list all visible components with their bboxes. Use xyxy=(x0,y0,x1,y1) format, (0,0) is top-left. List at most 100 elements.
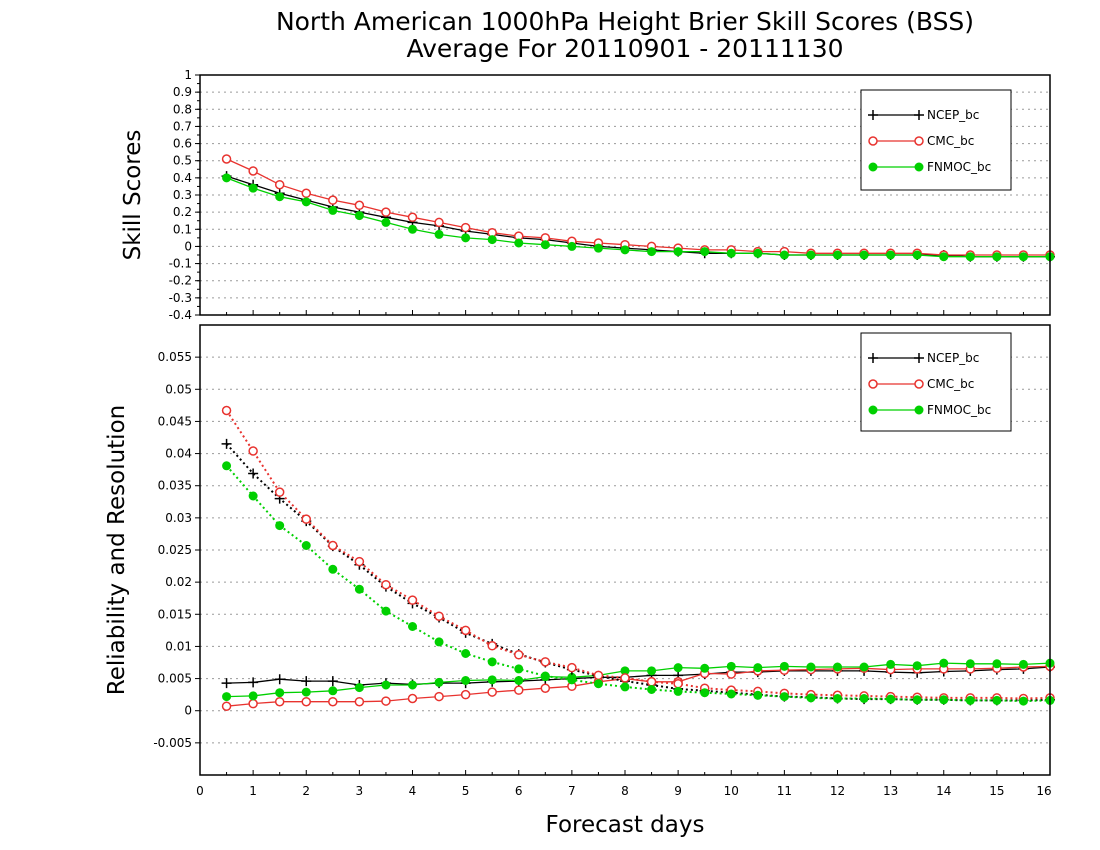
y-tick-label: 0 xyxy=(184,239,192,253)
y-tick-label: -0.1 xyxy=(169,257,192,271)
data-point xyxy=(567,241,577,251)
data-point xyxy=(408,622,417,631)
data-point xyxy=(647,247,657,257)
data-point xyxy=(859,694,869,703)
data-point xyxy=(514,676,524,685)
legend-marker xyxy=(914,136,924,146)
x-tick-label: 7 xyxy=(568,784,576,798)
data-point xyxy=(939,252,949,262)
data-point xyxy=(301,696,311,707)
chart-title-line-1: North American 1000hPa Height Brier Skil… xyxy=(276,7,974,36)
legend-label-fnmoc-bc: FNMOC_bc xyxy=(927,160,991,174)
data-point xyxy=(434,691,444,702)
data-point xyxy=(354,211,364,221)
data-point xyxy=(806,662,816,672)
legend-label-ncep-bc: NCEP_bc xyxy=(927,351,979,365)
x-tick-label: 3 xyxy=(356,784,364,798)
data-point xyxy=(460,689,471,700)
y-tick-label: 0.9 xyxy=(173,85,192,99)
x-tick-label: 11 xyxy=(777,784,792,798)
data-point xyxy=(274,696,285,707)
data-point xyxy=(859,662,869,672)
series-line xyxy=(225,443,1051,702)
y-tick-label: 1 xyxy=(184,68,192,82)
data-point xyxy=(992,659,1002,669)
data-point xyxy=(540,657,551,667)
data-point xyxy=(514,238,524,248)
data-point xyxy=(673,663,683,673)
data-point xyxy=(886,694,896,704)
data-point xyxy=(434,677,444,687)
bottom-y-axis-title: Reliability and Resolution xyxy=(104,405,130,695)
data-point xyxy=(354,683,364,693)
data-point xyxy=(248,468,259,479)
data-point xyxy=(1018,696,1028,706)
data-point xyxy=(1018,659,1028,669)
y-tick-label: -0.2 xyxy=(169,274,192,288)
y-tick-label: -0.005 xyxy=(153,736,192,750)
data-point xyxy=(248,698,258,709)
x-tick-label: 4 xyxy=(409,784,417,798)
legend-marker xyxy=(914,353,924,363)
y-tick-label: -0.4 xyxy=(169,308,192,322)
data-point xyxy=(753,248,763,258)
data-point xyxy=(434,637,444,647)
legend-label-cmc-bc: CMC_bc xyxy=(927,377,974,391)
data-point xyxy=(354,584,364,594)
data-point xyxy=(248,491,258,501)
y-tick-label: 0.5 xyxy=(173,154,192,168)
data-point xyxy=(726,689,736,699)
data-point xyxy=(248,677,259,688)
data-point xyxy=(514,685,524,695)
series-line xyxy=(225,465,1051,703)
x-axis-title: Forecast days xyxy=(546,812,705,838)
data-point xyxy=(274,674,285,685)
data-point xyxy=(965,659,975,669)
data-point xyxy=(673,678,683,689)
data-point xyxy=(620,673,630,683)
legend-marker xyxy=(868,136,878,146)
data-point xyxy=(275,521,285,531)
y-tick-label: 0.04 xyxy=(165,447,192,461)
data-point xyxy=(487,641,497,651)
x-tick-label: 0 xyxy=(196,784,204,798)
data-point xyxy=(593,679,603,689)
y-tick-label: 0.2 xyxy=(173,205,192,219)
data-point xyxy=(275,192,285,202)
data-point xyxy=(381,606,391,616)
y-tick-label: 0.015 xyxy=(158,607,192,621)
y-tick-label: 0.02 xyxy=(165,575,192,589)
data-point xyxy=(726,669,736,679)
legend: NCEP_bc CMC_bc FNMOC_bc xyxy=(860,332,1012,432)
legend-marker xyxy=(914,379,924,389)
top-y-axis-title: Skill Scores xyxy=(120,130,146,261)
data-point xyxy=(328,540,338,551)
data-point xyxy=(859,250,869,260)
data-point xyxy=(381,579,391,590)
legend-box xyxy=(860,89,1012,191)
data-point xyxy=(301,687,311,697)
data-point xyxy=(434,229,444,239)
data-point xyxy=(407,212,418,223)
data-point xyxy=(779,250,789,260)
data-point xyxy=(833,694,842,703)
data-point xyxy=(487,657,497,667)
data-point xyxy=(779,661,789,671)
data-point xyxy=(593,243,603,253)
data-point xyxy=(381,680,391,690)
x-tick-label: 9 xyxy=(674,784,682,798)
data-point xyxy=(965,695,975,705)
data-point xyxy=(354,556,365,567)
x-tick-label: 15 xyxy=(989,784,1004,798)
data-point xyxy=(540,671,550,681)
data-point xyxy=(965,252,975,262)
data-point xyxy=(328,564,338,574)
data-point xyxy=(886,250,896,260)
data-point xyxy=(222,692,232,702)
data-point xyxy=(221,438,232,449)
data-point xyxy=(487,687,497,697)
y-tick-label: 0.05 xyxy=(165,382,192,396)
x-tick-label: 14 xyxy=(936,784,951,798)
y-tick-label: 0.005 xyxy=(158,672,192,686)
data-point xyxy=(1018,252,1028,262)
